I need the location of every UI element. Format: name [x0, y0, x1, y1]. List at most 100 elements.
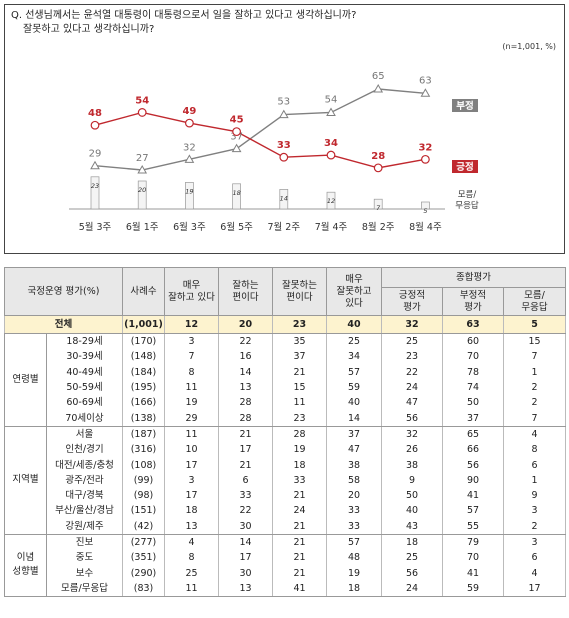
table-cell: 40: [326, 315, 382, 334]
table-cell: 20: [218, 315, 273, 334]
positive-value-label: 33: [277, 140, 291, 151]
table-row: 대전/세종/충청 (108) 17 21 18 38 38 56 6: [5, 457, 567, 473]
row-label: 40-49세: [46, 364, 123, 380]
trend-chart: 23 20 19 18 14 12 7 5 29 27 32 37 53 54 65 63 48 54 49 45 33…: [69, 71, 479, 233]
table-cell: 41: [442, 487, 504, 504]
table-cell: 47: [381, 395, 443, 411]
table-cell: 19: [272, 442, 327, 458]
table-cell: 21: [272, 364, 327, 380]
question-text: Q. 선생님께서는 윤석열 대통령이 대통령으로서 일을 잘하고 있다고 생각하…: [11, 9, 356, 37]
table-row: 연령별 18-29세 (170) 3 22 35 25 25 60 15: [4, 333, 567, 427]
row-label: 광주/전라: [46, 472, 123, 488]
negative-value-label: 32: [183, 142, 196, 153]
row-sample-size: (166): [122, 395, 165, 411]
negative-value-label: 65: [372, 71, 385, 82]
bar-dont-know: [373, 198, 383, 210]
header-sample: 사례수: [122, 267, 165, 316]
table-cell: 57: [326, 533, 382, 551]
negative-value-label: 63: [419, 75, 432, 86]
table-cell: 4: [502, 565, 567, 581]
bar-value-label: 20: [138, 186, 146, 194]
row-sample-size: (99): [122, 472, 165, 488]
table-cell: 43: [381, 518, 443, 535]
bar-dont-know: [232, 183, 241, 210]
header-positive: 긍정적 평가: [381, 287, 443, 316]
table-cell: 17: [164, 457, 219, 473]
table-cell: 48: [326, 550, 382, 566]
positive-value-label: 48: [88, 108, 102, 119]
table-row: 이념 성향별 진보 (277) 4 14 21 57 18 79 3: [4, 533, 567, 598]
table-cell: 18: [326, 580, 382, 598]
table-cell: 25: [381, 550, 443, 566]
table-cell: 13: [218, 580, 273, 598]
row-label: 모름/무응답: [46, 580, 123, 598]
positive-value-label: 54: [135, 95, 149, 106]
table-cell: 37: [272, 349, 327, 365]
table-cell: 56: [381, 410, 443, 427]
table-cell: 1: [502, 472, 567, 488]
table-cell: 14: [218, 364, 273, 380]
table-row: 지역별 서울 (187) 11 21 28 37 32 65 4: [4, 425, 567, 535]
survey-table: 국정운영 평가(%) 사례수 매우 잘하고 있다 잘하는 편이다 잘못하는 편이다 매…: [4, 267, 567, 598]
table-cell: 17: [502, 580, 567, 598]
table-cell: 9: [381, 472, 443, 488]
table-row: 인천/경기 (316) 10 17 19 47 26 66 8: [5, 442, 567, 458]
x-tick-label: 5월 3주: [79, 221, 112, 233]
table-cell: 50: [442, 395, 504, 411]
table-cell: 2: [502, 518, 567, 535]
table-cell: 16: [218, 349, 273, 365]
positive-point-marker: [232, 127, 242, 137]
table-cell: 33: [272, 472, 327, 488]
negative-point-marker: [278, 109, 289, 119]
positive-value-label: 28: [371, 151, 385, 162]
table-cell: 47: [326, 442, 382, 458]
x-tick-label: 8월 4주: [409, 221, 442, 233]
positive-point-marker: [90, 120, 100, 130]
table-cell: 74: [442, 379, 504, 396]
row-sample-size: (290): [122, 565, 165, 581]
table-cell: 38: [326, 457, 382, 473]
table-cell: 41: [272, 580, 327, 598]
bar-dont-know: [326, 191, 336, 210]
table-cell: 21: [272, 533, 327, 551]
positive-point-marker: [184, 118, 194, 128]
positive-value-label: 32: [418, 142, 432, 153]
row-label: 대전/세종/충청: [46, 457, 123, 473]
table-row: 60-69세 (166) 19 28 11 40 47 50 2: [5, 395, 567, 411]
x-tick-label: 6월 5주: [220, 221, 253, 233]
table-cell: 4: [164, 533, 219, 551]
header-category: 국정운영 평가(%): [4, 267, 123, 316]
table-cell: 23: [381, 349, 443, 365]
table-cell: 26: [381, 442, 443, 458]
legend-dont-know-label: 무응답: [455, 200, 479, 211]
header-negative: 부정적 평가: [442, 287, 504, 316]
bar-value-label: 14: [280, 194, 288, 202]
bar-value-label: 23: [91, 182, 99, 190]
table-cell: 24: [272, 503, 327, 519]
table-cell: 30: [218, 518, 273, 535]
table-cell: 8: [502, 442, 567, 458]
table-cell: 1: [502, 364, 567, 380]
x-tick-label: 6월 3주: [173, 221, 206, 233]
table-cell: 50: [381, 487, 443, 504]
table-cell: 18: [381, 533, 443, 551]
table-cell: 7: [502, 410, 567, 427]
table-cell: 79: [442, 533, 504, 551]
table-cell: 18: [272, 457, 327, 473]
table-cell: 12: [164, 315, 219, 334]
legend-positive-label: 긍정: [456, 161, 473, 173]
table-cell: 30: [218, 565, 273, 581]
table-cell: 8: [164, 550, 219, 566]
row-sample-size: (138): [122, 410, 165, 427]
table-cell: 25: [326, 333, 382, 350]
row-sample-size: (108): [122, 457, 165, 473]
table-cell: 33: [326, 503, 382, 519]
positive-value-label: 34: [324, 138, 338, 149]
negative-value-label: 27: [136, 153, 149, 164]
bar-value-label: 12: [327, 197, 335, 205]
table-cell: 25: [381, 333, 443, 350]
table-cell: 37: [442, 410, 504, 427]
table-cell: 57: [326, 364, 382, 380]
table-cell: 15: [502, 333, 567, 350]
table-row: 40-49세 (184) 8 14 21 57 22 78 1: [5, 364, 567, 380]
